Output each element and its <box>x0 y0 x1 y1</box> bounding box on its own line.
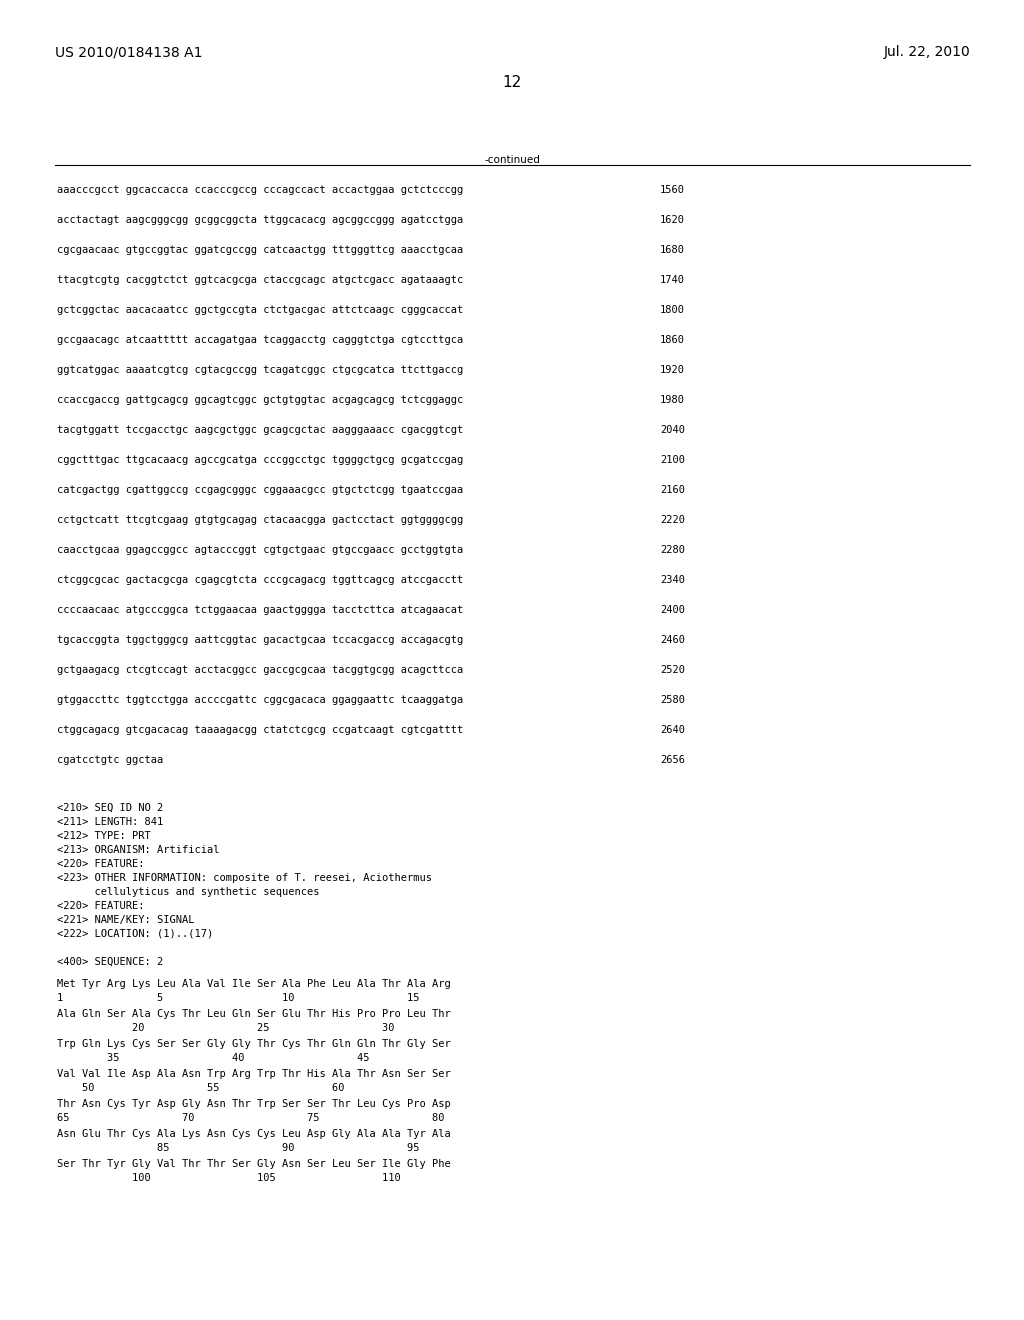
Text: Val Val Ile Asp Ala Asn Trp Arg Trp Thr His Ala Thr Asn Ser Ser: Val Val Ile Asp Ala Asn Trp Arg Trp Thr … <box>57 1069 451 1078</box>
Text: 1560: 1560 <box>660 185 685 195</box>
Text: 35                  40                  45: 35 40 45 <box>57 1053 370 1063</box>
Text: <211> LENGTH: 841: <211> LENGTH: 841 <box>57 817 163 828</box>
Text: ttacgtcgtg cacggtctct ggtcacgcga ctaccgcagc atgctcgacc agataaagtc: ttacgtcgtg cacggtctct ggtcacgcga ctaccgc… <box>57 275 463 285</box>
Text: catcgactgg cgattggccg ccgagcgggc cggaaacgcc gtgctctcgg tgaatccgaa: catcgactgg cgattggccg ccgagcgggc cggaaac… <box>57 484 463 495</box>
Text: gccgaacagc atcaattttt accagatgaa tcaggacctg cagggtctga cgtccttgca: gccgaacagc atcaattttt accagatgaa tcaggac… <box>57 335 463 345</box>
Text: 50                  55                  60: 50 55 60 <box>57 1082 344 1093</box>
Text: 2220: 2220 <box>660 515 685 525</box>
Text: -continued: -continued <box>484 154 540 165</box>
Text: Ala Gln Ser Ala Cys Thr Leu Gln Ser Glu Thr His Pro Pro Leu Thr: Ala Gln Ser Ala Cys Thr Leu Gln Ser Glu … <box>57 1008 451 1019</box>
Text: 1800: 1800 <box>660 305 685 315</box>
Text: 2580: 2580 <box>660 696 685 705</box>
Text: acctactagt aagcgggcgg gcggcggcta ttggcacacg agcggccggg agatcctgga: acctactagt aagcgggcgg gcggcggcta ttggcac… <box>57 215 463 224</box>
Text: cggctttgac ttgcacaacg agccgcatga cccggcctgc tggggctgcg gcgatccgag: cggctttgac ttgcacaacg agccgcatga cccggcc… <box>57 455 463 465</box>
Text: <222> LOCATION: (1)..(17): <222> LOCATION: (1)..(17) <box>57 929 213 939</box>
Text: US 2010/0184138 A1: US 2010/0184138 A1 <box>55 45 203 59</box>
Text: <221> NAME/KEY: SIGNAL: <221> NAME/KEY: SIGNAL <box>57 915 195 925</box>
Text: <400> SEQUENCE: 2: <400> SEQUENCE: 2 <box>57 957 163 968</box>
Text: 2280: 2280 <box>660 545 685 554</box>
Text: Jul. 22, 2010: Jul. 22, 2010 <box>884 45 970 59</box>
Text: <223> OTHER INFORMATION: composite of T. reesei, Aciothermus: <223> OTHER INFORMATION: composite of T.… <box>57 873 432 883</box>
Text: 20                  25                  30: 20 25 30 <box>57 1023 394 1034</box>
Text: caacctgcaa ggagccggcc agtacccggt cgtgctgaac gtgccgaacc gcctggtgta: caacctgcaa ggagccggcc agtacccggt cgtgctg… <box>57 545 463 554</box>
Text: cgcgaacaac gtgccggtac ggatcgccgg catcaactgg tttgggttcg aaacctgcaa: cgcgaacaac gtgccggtac ggatcgccgg catcaac… <box>57 246 463 255</box>
Text: Asn Glu Thr Cys Ala Lys Asn Cys Cys Leu Asp Gly Ala Ala Tyr Ala: Asn Glu Thr Cys Ala Lys Asn Cys Cys Leu … <box>57 1129 451 1139</box>
Text: 1               5                   10                  15: 1 5 10 15 <box>57 993 420 1003</box>
Text: 100                 105                 110: 100 105 110 <box>57 1173 400 1183</box>
Text: <213> ORGANISM: Artificial: <213> ORGANISM: Artificial <box>57 845 219 855</box>
Text: 2040: 2040 <box>660 425 685 436</box>
Text: 1680: 1680 <box>660 246 685 255</box>
Text: gtggaccttc tggtcctgga accccgattc cggcgacaca ggaggaattc tcaaggatga: gtggaccttc tggtcctgga accccgattc cggcgac… <box>57 696 463 705</box>
Text: 1920: 1920 <box>660 366 685 375</box>
Text: <220> FEATURE:: <220> FEATURE: <box>57 859 144 869</box>
Text: Trp Gln Lys Cys Ser Ser Gly Gly Thr Cys Thr Gln Gln Thr Gly Ser: Trp Gln Lys Cys Ser Ser Gly Gly Thr Cys … <box>57 1039 451 1049</box>
Text: 2520: 2520 <box>660 665 685 675</box>
Text: cctgctcatt ttcgtcgaag gtgtgcagag ctacaacgga gactcctact ggtggggcgg: cctgctcatt ttcgtcgaag gtgtgcagag ctacaac… <box>57 515 463 525</box>
Text: Ser Thr Tyr Gly Val Thr Thr Ser Gly Asn Ser Leu Ser Ile Gly Phe: Ser Thr Tyr Gly Val Thr Thr Ser Gly Asn … <box>57 1159 451 1170</box>
Text: tacgtggatt tccgacctgc aagcgctggc gcagcgctac aagggaaacc cgacggtcgt: tacgtggatt tccgacctgc aagcgctggc gcagcgc… <box>57 425 463 436</box>
Text: gctcggctac aacacaatcc ggctgccgta ctctgacgac attctcaagc cgggcaccat: gctcggctac aacacaatcc ggctgccgta ctctgac… <box>57 305 463 315</box>
Text: 1860: 1860 <box>660 335 685 345</box>
Text: gctgaagacg ctcgtccagt acctacggcc gaccgcgcaa tacggtgcgg acagcttcca: gctgaagacg ctcgtccagt acctacggcc gaccgcg… <box>57 665 463 675</box>
Text: 2460: 2460 <box>660 635 685 645</box>
Text: 1620: 1620 <box>660 215 685 224</box>
Text: ctcggcgcac gactacgcga cgagcgtcta cccgcagacg tggttcagcg atccgacctt: ctcggcgcac gactacgcga cgagcgtcta cccgcag… <box>57 576 463 585</box>
Text: 12: 12 <box>503 75 521 90</box>
Text: ggtcatggac aaaatcgtcg cgtacgccgg tcagatcggc ctgcgcatca ttcttgaccg: ggtcatggac aaaatcgtcg cgtacgccgg tcagatc… <box>57 366 463 375</box>
Text: <210> SEQ ID NO 2: <210> SEQ ID NO 2 <box>57 803 163 813</box>
Text: 2160: 2160 <box>660 484 685 495</box>
Text: 2656: 2656 <box>660 755 685 766</box>
Text: cellulyticus and synthetic sequences: cellulyticus and synthetic sequences <box>57 887 319 898</box>
Text: <220> FEATURE:: <220> FEATURE: <box>57 902 144 911</box>
Text: Thr Asn Cys Tyr Asp Gly Asn Thr Trp Ser Ser Thr Leu Cys Pro Asp: Thr Asn Cys Tyr Asp Gly Asn Thr Trp Ser … <box>57 1100 451 1109</box>
Text: ctggcagacg gtcgacacag taaaagacgg ctatctcgcg ccgatcaagt cgtcgatttt: ctggcagacg gtcgacacag taaaagacgg ctatctc… <box>57 725 463 735</box>
Text: 2340: 2340 <box>660 576 685 585</box>
Text: tgcaccggta tggctgggcg aattcggtac gacactgcaa tccacgaccg accagacgtg: tgcaccggta tggctgggcg aattcggtac gacactg… <box>57 635 463 645</box>
Text: 2640: 2640 <box>660 725 685 735</box>
Text: <212> TYPE: PRT: <212> TYPE: PRT <box>57 832 151 841</box>
Text: 1980: 1980 <box>660 395 685 405</box>
Text: 2100: 2100 <box>660 455 685 465</box>
Text: Met Tyr Arg Lys Leu Ala Val Ile Ser Ala Phe Leu Ala Thr Ala Arg: Met Tyr Arg Lys Leu Ala Val Ile Ser Ala … <box>57 979 451 989</box>
Text: 85                  90                  95: 85 90 95 <box>57 1143 420 1152</box>
Text: 2400: 2400 <box>660 605 685 615</box>
Text: ccccaacaac atgcccggca tctggaacaa gaactgggga tacctcttca atcagaacat: ccccaacaac atgcccggca tctggaacaa gaactgg… <box>57 605 463 615</box>
Text: cgatcctgtc ggctaa: cgatcctgtc ggctaa <box>57 755 163 766</box>
Text: 65                  70                  75                  80: 65 70 75 80 <box>57 1113 444 1123</box>
Text: ccaccgaccg gattgcagcg ggcagtcggc gctgtggtac acgagcagcg tctcggaggc: ccaccgaccg gattgcagcg ggcagtcggc gctgtgg… <box>57 395 463 405</box>
Text: 1740: 1740 <box>660 275 685 285</box>
Text: aaacccgcct ggcaccacca ccacccgccg cccagccact accactggaa gctctcccgg: aaacccgcct ggcaccacca ccacccgccg cccagcc… <box>57 185 463 195</box>
